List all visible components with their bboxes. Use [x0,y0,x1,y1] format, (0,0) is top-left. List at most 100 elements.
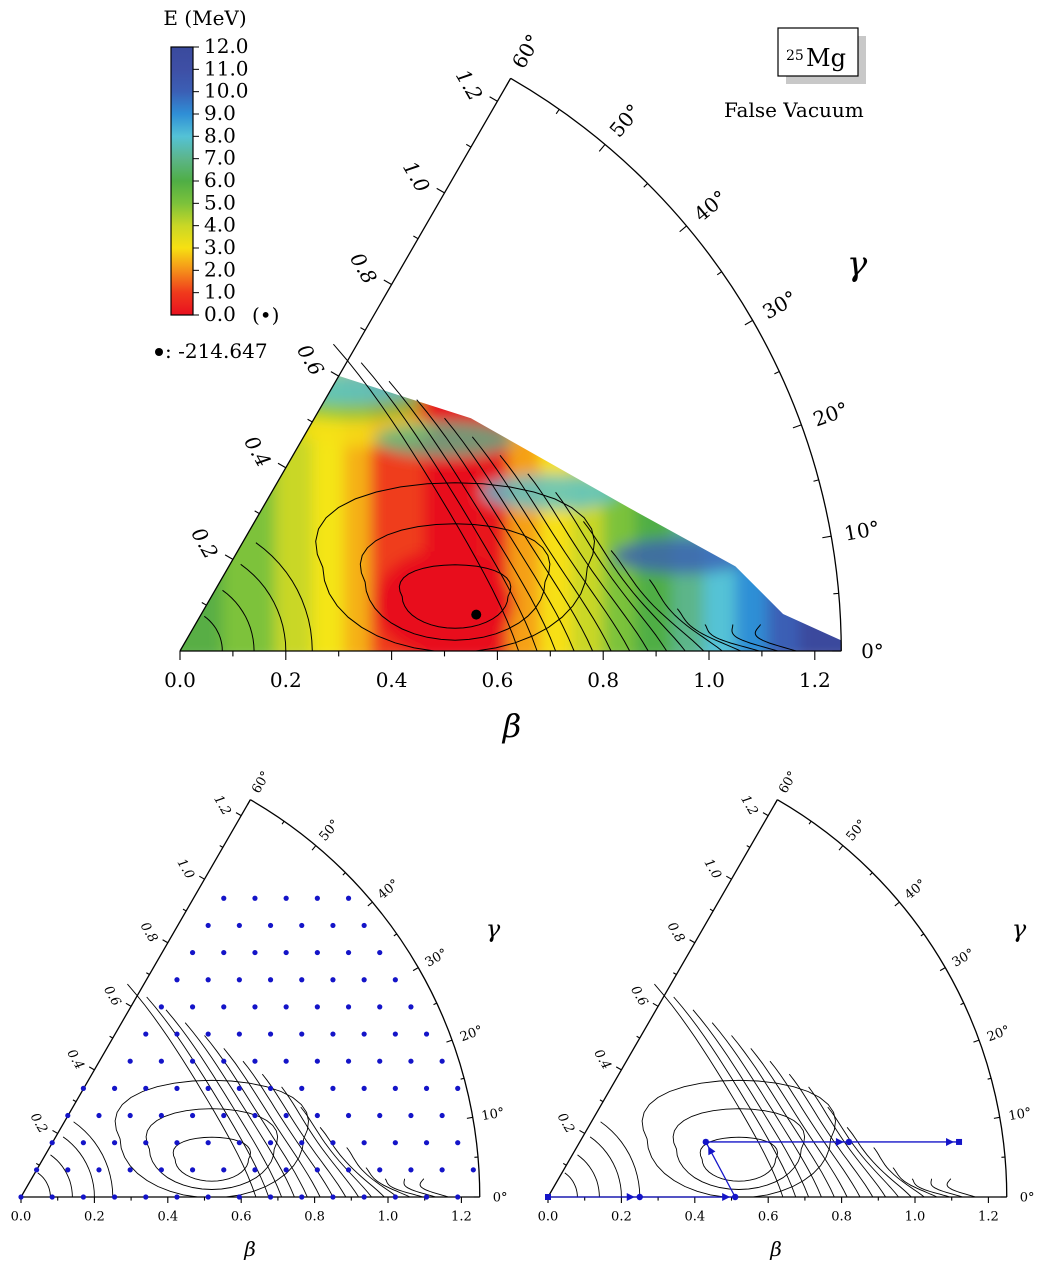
mesh-point [439,1167,445,1173]
bottom-left-radial-tick-label: 0.8 [137,920,160,945]
mesh-point [127,1112,133,1119]
top-gamma-tick-mark [505,78,512,87]
contour-line [444,417,594,652]
mesh-point [377,1004,383,1010]
mesh-point [205,1031,211,1037]
contour-line [731,624,778,652]
top-radial-tick-mark [489,96,498,102]
bottom-right-x-tick-label: 0.6 [758,1210,779,1225]
mesh-point [345,949,352,956]
colorbar-tick-label: 6.0 [204,168,236,192]
heat-overlay [612,537,753,574]
bottom-right-radial-tick-mark [689,939,696,944]
contour-line [673,996,797,1198]
bottom-right-path-panel: 0.0 0.2 0.4 0.6 0.8 1.0 1.2 0.2 0.4 0.6 0.8 1.0 1.2 0… [538,769,1035,1225]
mesh-point [299,1085,305,1091]
mesh-point [423,1031,430,1037]
mesh-point [174,1031,180,1037]
false-vacuum-label: False Vacuum [724,98,864,122]
mesh-point [143,1140,149,1146]
mesh-point [299,1194,305,1200]
mesh-point [392,1194,398,1200]
mesh-point [330,977,336,983]
colorbar-tick-label: 4.0 [204,213,236,237]
contour-line [384,1178,424,1198]
bottom-right-sixty-degree-line [547,799,778,1198]
mesh-point [330,922,336,929]
mesh-point [377,1112,383,1119]
bottom-left-radial-tick-mark [162,939,169,944]
bottom-left-radial-tick-mark [182,908,187,912]
mesh-point [345,1004,352,1010]
contour-line [346,1147,398,1198]
mesh-point [423,1085,430,1091]
mesh-point [189,1058,196,1064]
contour-line [365,1167,411,1198]
bottom-left-gamma-axis-title: γ [486,915,501,943]
top-gamma-tick-label: 50° [605,99,646,142]
bottom-left-radial-tick-mark [219,845,224,848]
nucleus-mass-number: 25 [786,48,804,64]
bottom-left-x-tick-label: 0.4 [157,1210,178,1225]
heat-overlay [480,474,621,511]
top-gamma-tick-mark [716,271,722,276]
bottom-left-gamma-arc [250,799,481,1198]
contour-line [242,1060,334,1198]
contour-line [471,436,612,652]
mesh-point [392,1140,398,1146]
bottom-left-contours [37,983,449,1198]
contour-line [583,521,686,652]
mesh-point [314,895,320,901]
colorbar-tick-label: 2.0 [204,257,236,281]
path-point [731,1193,739,1201]
contour-line [692,1009,810,1198]
bottom-left-gamma-tick-label: 0° [493,1191,508,1206]
mesh-point [221,1058,227,1064]
mesh-point [361,977,367,983]
mesh-point [174,1194,180,1200]
mesh-point [470,1167,476,1173]
bottom-left-gamma-tick-mark [281,820,285,825]
mesh-point [158,1004,164,1010]
mesh-point [408,1058,414,1064]
mesh-point [33,1167,40,1173]
mesh-point [158,1167,164,1173]
bottom-right-x-tick-label: 0.0 [538,1210,559,1225]
mesh-point [205,922,211,929]
contour-line [600,1121,641,1198]
top-radial-tick-mark [254,510,260,515]
bottom-right-gamma-tick-mark [869,872,873,876]
bottom-right-gamma-tick-label: 10° [1007,1105,1032,1124]
mesh-point [267,1031,274,1037]
bottom-right-gamma-tick-mark [993,1116,1000,1119]
contour-line [223,1048,321,1198]
contour-line [315,482,596,652]
top-gamma-tick-mark [792,424,802,429]
colorbar-minimum-marker-label: (•) [252,303,279,327]
mesh-point [111,1140,118,1146]
bottom-right-radial-tick-mark [562,1162,567,1166]
contour-line [222,589,255,652]
contour-line [360,362,538,652]
top-gamma-tick-label: 10° [842,516,881,546]
mesh-point [392,1031,398,1037]
bottom-right-x-tick-label: 0.8 [831,1210,852,1225]
mesh-point [408,1112,414,1119]
top-gamma-tick-label: 40° [689,185,732,226]
top-radial-tick-mark [277,462,287,469]
mesh-point [205,1085,211,1091]
bottom-left-x-tick-label: 1.2 [451,1210,472,1225]
contour-line [255,542,313,652]
top-gamma-tick-label: 0° [861,639,884,663]
mesh-point [345,1058,352,1064]
mesh-point [283,1167,289,1173]
bottom-right-gamma-tick-mark [939,967,946,972]
mesh-point [267,977,274,983]
mesh-point [299,922,305,929]
mesh-point [314,1112,320,1119]
top-gamma-tick-mark [813,479,819,482]
colorbar-tick-label: 0.0 [204,302,236,326]
mesh-point [80,1194,86,1200]
bottom-left-radial-tick-label: 0.6 [100,983,123,1008]
